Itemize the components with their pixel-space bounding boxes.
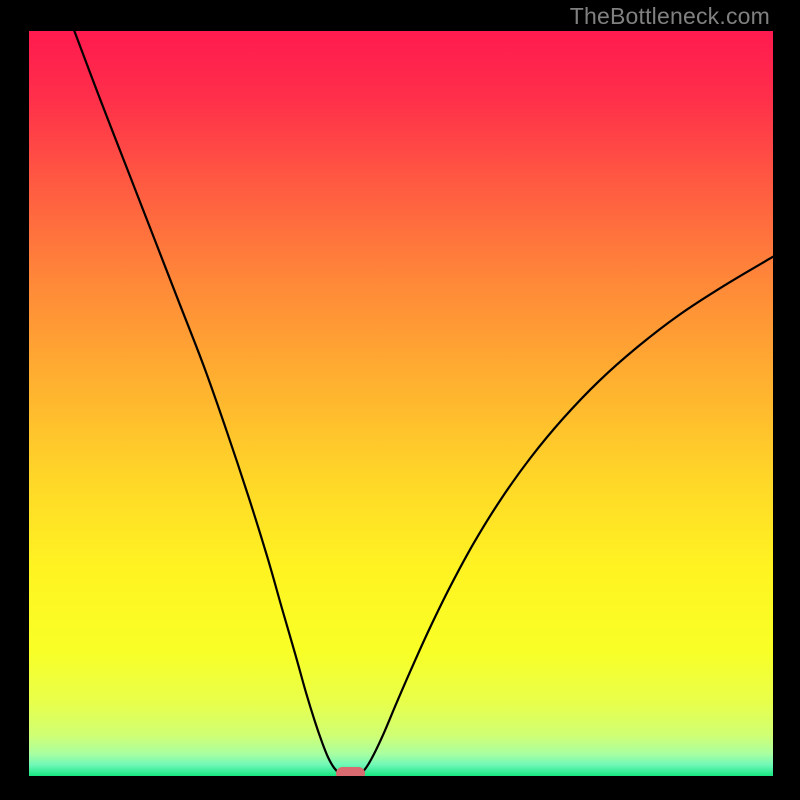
- bottleneck-curve: [29, 31, 773, 776]
- curve-branch: [356, 257, 773, 776]
- curve-branch: [74, 31, 345, 776]
- optimal-point-marker: [336, 767, 366, 776]
- chart-plot-area: [29, 31, 773, 776]
- watermark-text: TheBottleneck.com: [570, 3, 770, 30]
